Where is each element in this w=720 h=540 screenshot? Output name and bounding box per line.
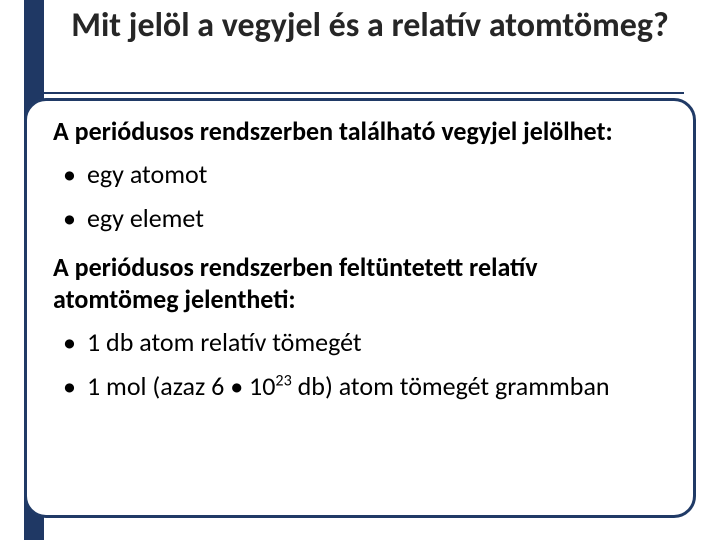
section1-lead: A periódusos rendszerben található vegyj… bbox=[53, 115, 667, 148]
section2-lead: A periódusos rendszerben feltüntetett re… bbox=[53, 251, 667, 316]
title-underline bbox=[44, 92, 684, 94]
slide: Mit jelöl a vegyjel és a relatív atomtöm… bbox=[0, 0, 720, 540]
title-area: Mit jelöl a vegyjel és a relatív atomtöm… bbox=[0, 6, 720, 45]
section2-list: 1 db atom relatív tömegét 1 mol (azaz 6 … bbox=[53, 326, 667, 403]
slide-title: Mit jelöl a vegyjel és a relatív atomtöm… bbox=[60, 6, 680, 45]
content-box: A periódusos rendszerben található vegyj… bbox=[24, 98, 696, 518]
section1-list: egy atomot egy elemet bbox=[53, 158, 667, 235]
list-item: egy elemet bbox=[59, 202, 667, 235]
list-item: egy atomot bbox=[59, 158, 667, 191]
list-item: 1 db atom relatív tömegét bbox=[59, 326, 667, 359]
list-item: 1 mol (azaz 6 • 1023 db) atom tömegét gr… bbox=[59, 370, 667, 403]
